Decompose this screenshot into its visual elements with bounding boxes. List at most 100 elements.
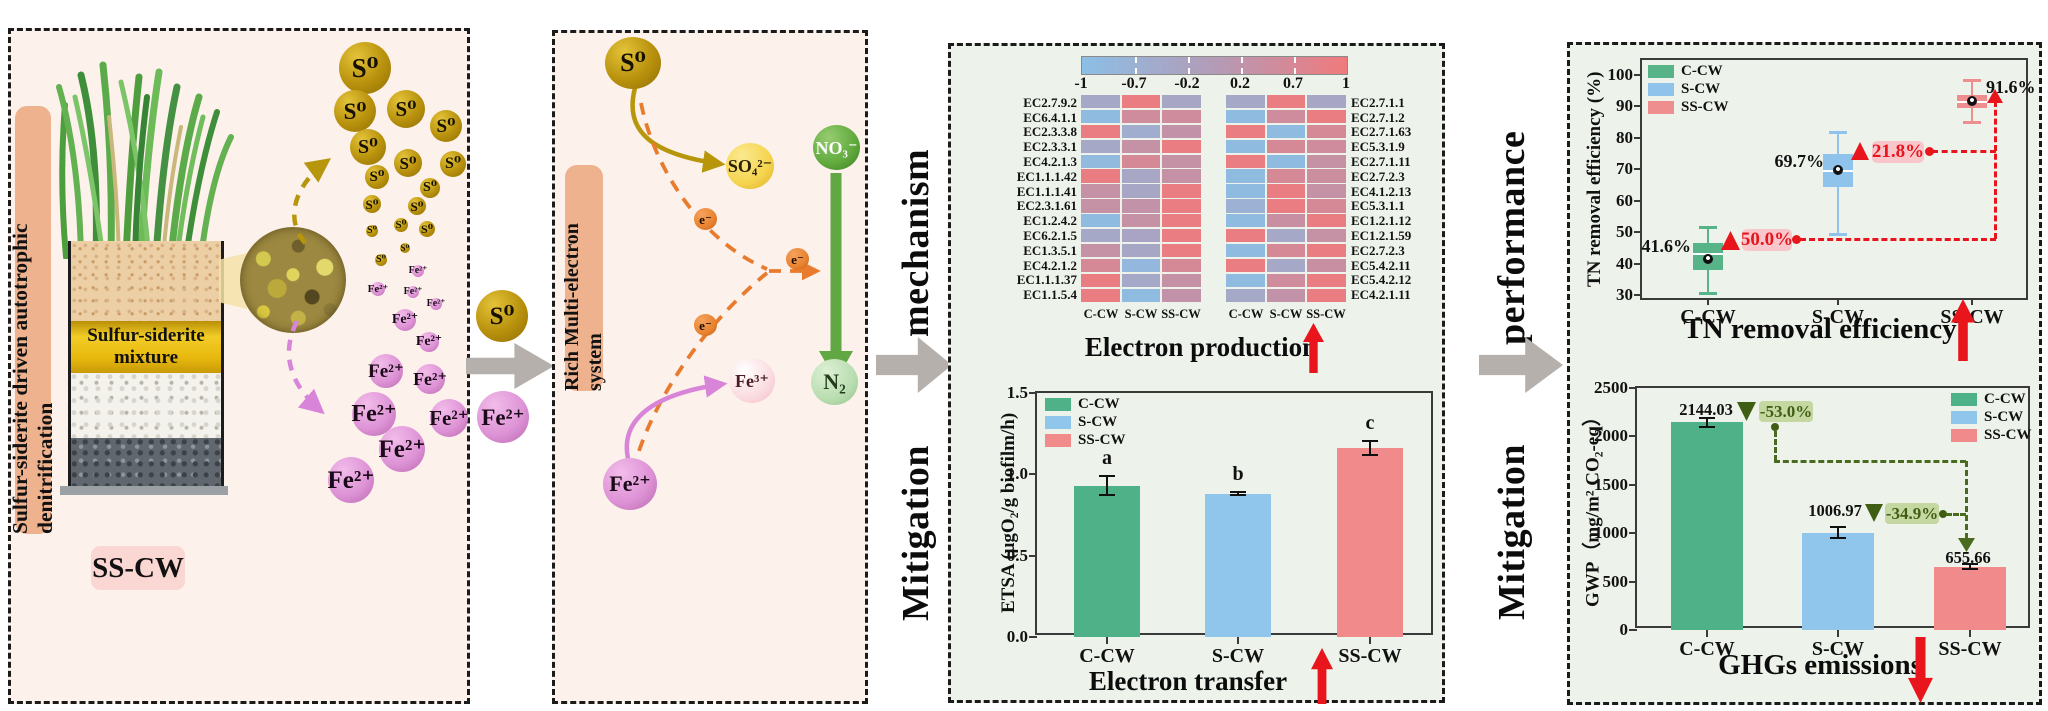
x-tick-label: C-CW bbox=[1679, 638, 1735, 660]
heatmap-cell bbox=[1121, 214, 1161, 228]
x-tick-mark bbox=[1369, 637, 1371, 644]
increase-badge-21: 21.8% bbox=[1871, 141, 1925, 163]
heatmap-right-row-labels: EC2.7.1.1 EC2.7.1.2 EC2.7.1.63 EC5.3.1.9 EC2… bbox=[1351, 95, 1447, 302]
legend-label: SS-CW bbox=[1984, 427, 2032, 443]
fe2-particle: Fe²⁺ bbox=[416, 332, 442, 352]
heatmap-cell bbox=[1121, 273, 1161, 288]
fe2-particle: Fe²⁺ bbox=[367, 282, 389, 296]
heatmap-cell bbox=[1162, 229, 1201, 243]
colorbar-tick-label: 1 bbox=[1342, 75, 1350, 92]
panel-mitigation-performance: TN removal efficiency (%) 30 40 50 60 70 80 90… bbox=[1567, 42, 2042, 705]
heatmap-cell bbox=[1121, 229, 1161, 243]
s0-node: S⁰ bbox=[605, 37, 661, 89]
y-tick-label: 1000 bbox=[1594, 523, 1628, 543]
heatmap-cell bbox=[1121, 288, 1161, 302]
legend-label: SS-CW bbox=[1078, 432, 1126, 448]
y-tick-label: 1500 bbox=[1594, 474, 1628, 494]
error-bar-cap bbox=[1230, 494, 1246, 497]
increase-badge-50: 50.0% bbox=[1740, 229, 1794, 251]
etsa-legend: C-CW S-CW SS-CW bbox=[1045, 396, 1126, 448]
particle-release-arrows bbox=[286, 158, 331, 415]
heatmap-cell bbox=[1307, 273, 1346, 288]
ec-row-label: EC5.4.2.11 bbox=[1351, 257, 1411, 273]
panel-mitigation-mechanism: -1 -0.7 -0.2 0.2 0.7 1 EC2.7.9.2 EC6.4.1.1 EC2.… bbox=[948, 43, 1447, 704]
heatmap-cell bbox=[1121, 258, 1161, 273]
flow-arrow-1 bbox=[466, 343, 554, 389]
heatmap-cell bbox=[1162, 258, 1201, 273]
heatmap-cell bbox=[1307, 214, 1346, 228]
x-tick-label: C-CW bbox=[1079, 645, 1135, 667]
fe2-particle: Fe²⁺ bbox=[408, 265, 428, 277]
heatmap-cell bbox=[1121, 169, 1161, 183]
heatmap-cell bbox=[1266, 273, 1306, 288]
error-bar-cap bbox=[1830, 525, 1846, 528]
error-bar-cap bbox=[1099, 475, 1115, 478]
colorbar-tickmark bbox=[1241, 57, 1243, 74]
heatmap-cell bbox=[1226, 243, 1265, 258]
error-bar-cap bbox=[1699, 416, 1715, 419]
heatmap-col-label: SS-CW bbox=[1306, 307, 1346, 321]
error-bar bbox=[1837, 525, 1839, 540]
electron-transfer-title: Electron transfer bbox=[1088, 666, 1288, 696]
legend-item: SS-CW bbox=[1951, 427, 2032, 443]
error-bar-cap bbox=[1962, 562, 1978, 565]
x-tick-mark bbox=[1106, 637, 1108, 644]
legend-swatch bbox=[1648, 101, 1674, 114]
y-tick-label: 90 bbox=[1616, 96, 1633, 116]
heatmap-cell bbox=[1121, 154, 1161, 168]
heatmap-cell bbox=[1266, 258, 1306, 273]
error-bar-cap bbox=[1230, 491, 1246, 494]
etsa-bar bbox=[1074, 485, 1140, 637]
gwp-dash-v2 bbox=[1965, 461, 1968, 539]
y-tick-mark bbox=[1629, 387, 1637, 389]
y-tick-label: 1.5 bbox=[1006, 383, 1028, 402]
ec-row-label: EC2.3.3.1 bbox=[1023, 139, 1077, 155]
heatmap-cell bbox=[1307, 154, 1346, 168]
heatmap-cell bbox=[1226, 95, 1265, 109]
s0-particle: S⁰ bbox=[363, 195, 381, 213]
fe2-particle: Fe²⁺ bbox=[368, 354, 404, 388]
x-tick-label: C-CW bbox=[1680, 306, 1736, 328]
panel1-side-label-box: Sulfur-siderite driven autotrophic denit… bbox=[8, 106, 57, 534]
y-tick-mark bbox=[1634, 136, 1642, 139]
sulfur-siderite-label-line2: mixture bbox=[113, 347, 179, 368]
heatmap-colorbar bbox=[1081, 56, 1348, 75]
legend-swatch bbox=[1648, 83, 1674, 96]
legend-swatch bbox=[1951, 393, 1977, 406]
heatmap-left-col-labels: C-CW S-CW SS-CW bbox=[1081, 307, 1201, 322]
y-tick-mark bbox=[1634, 262, 1642, 265]
wetland-tank: Sulfur-siderite mixture bbox=[68, 241, 224, 489]
tn-mean-label-ccw: 41.6% bbox=[1641, 236, 1692, 256]
ec-row-label: EC5.3.1.1 bbox=[1351, 198, 1405, 214]
error-bar-cap bbox=[1099, 494, 1115, 497]
x-tick-label: S-CW bbox=[1811, 306, 1865, 328]
gwp-bar bbox=[1934, 566, 2006, 630]
gwp-bar bbox=[1671, 422, 1743, 630]
heatmap-right bbox=[1226, 95, 1346, 302]
error-bar-cap bbox=[1699, 426, 1715, 429]
heatmap-cell bbox=[1121, 184, 1161, 198]
heatmap-cell bbox=[1162, 288, 1201, 302]
so4-node: SO₄²⁻ bbox=[726, 143, 774, 189]
s0-particle: S⁰ bbox=[387, 90, 425, 128]
y-tick-label: 0.5 bbox=[1006, 545, 1028, 565]
x-tick-mark bbox=[1837, 630, 1839, 637]
etsa-plot: a b c 0.0 0.5 1.0 1.5 C-CW S-CW SS-CW bbox=[1007, 383, 1433, 667]
ec-row-label: EC1.2.1.59 bbox=[1351, 227, 1412, 243]
heatmap-cell bbox=[1081, 273, 1120, 288]
x-tick-label: S-CW bbox=[1211, 645, 1265, 667]
no3-node: NO₃⁻ bbox=[813, 125, 860, 170]
heatmap-col-label: C-CW bbox=[1228, 307, 1264, 321]
heatmap-cell bbox=[1307, 169, 1346, 183]
heatmap-cell bbox=[1226, 199, 1265, 213]
gwp-dash-v1 bbox=[1774, 431, 1777, 461]
y-tick-mark bbox=[1634, 168, 1642, 171]
colorbar-tick-label: -1 bbox=[1074, 75, 1088, 92]
error-bar-cap bbox=[1362, 440, 1378, 443]
gwp-bar bbox=[1802, 532, 1874, 630]
mean-marker bbox=[1833, 165, 1843, 176]
heatmap-cell bbox=[1121, 139, 1161, 153]
etsa-ylabel: ETSA (μgO₂/g biofilm/h) bbox=[998, 412, 1019, 614]
gwp-ylabel: GWP（mg/m² CO₂-eq） bbox=[1582, 407, 1604, 607]
fe2-particle: Fe²⁺ bbox=[378, 426, 426, 472]
